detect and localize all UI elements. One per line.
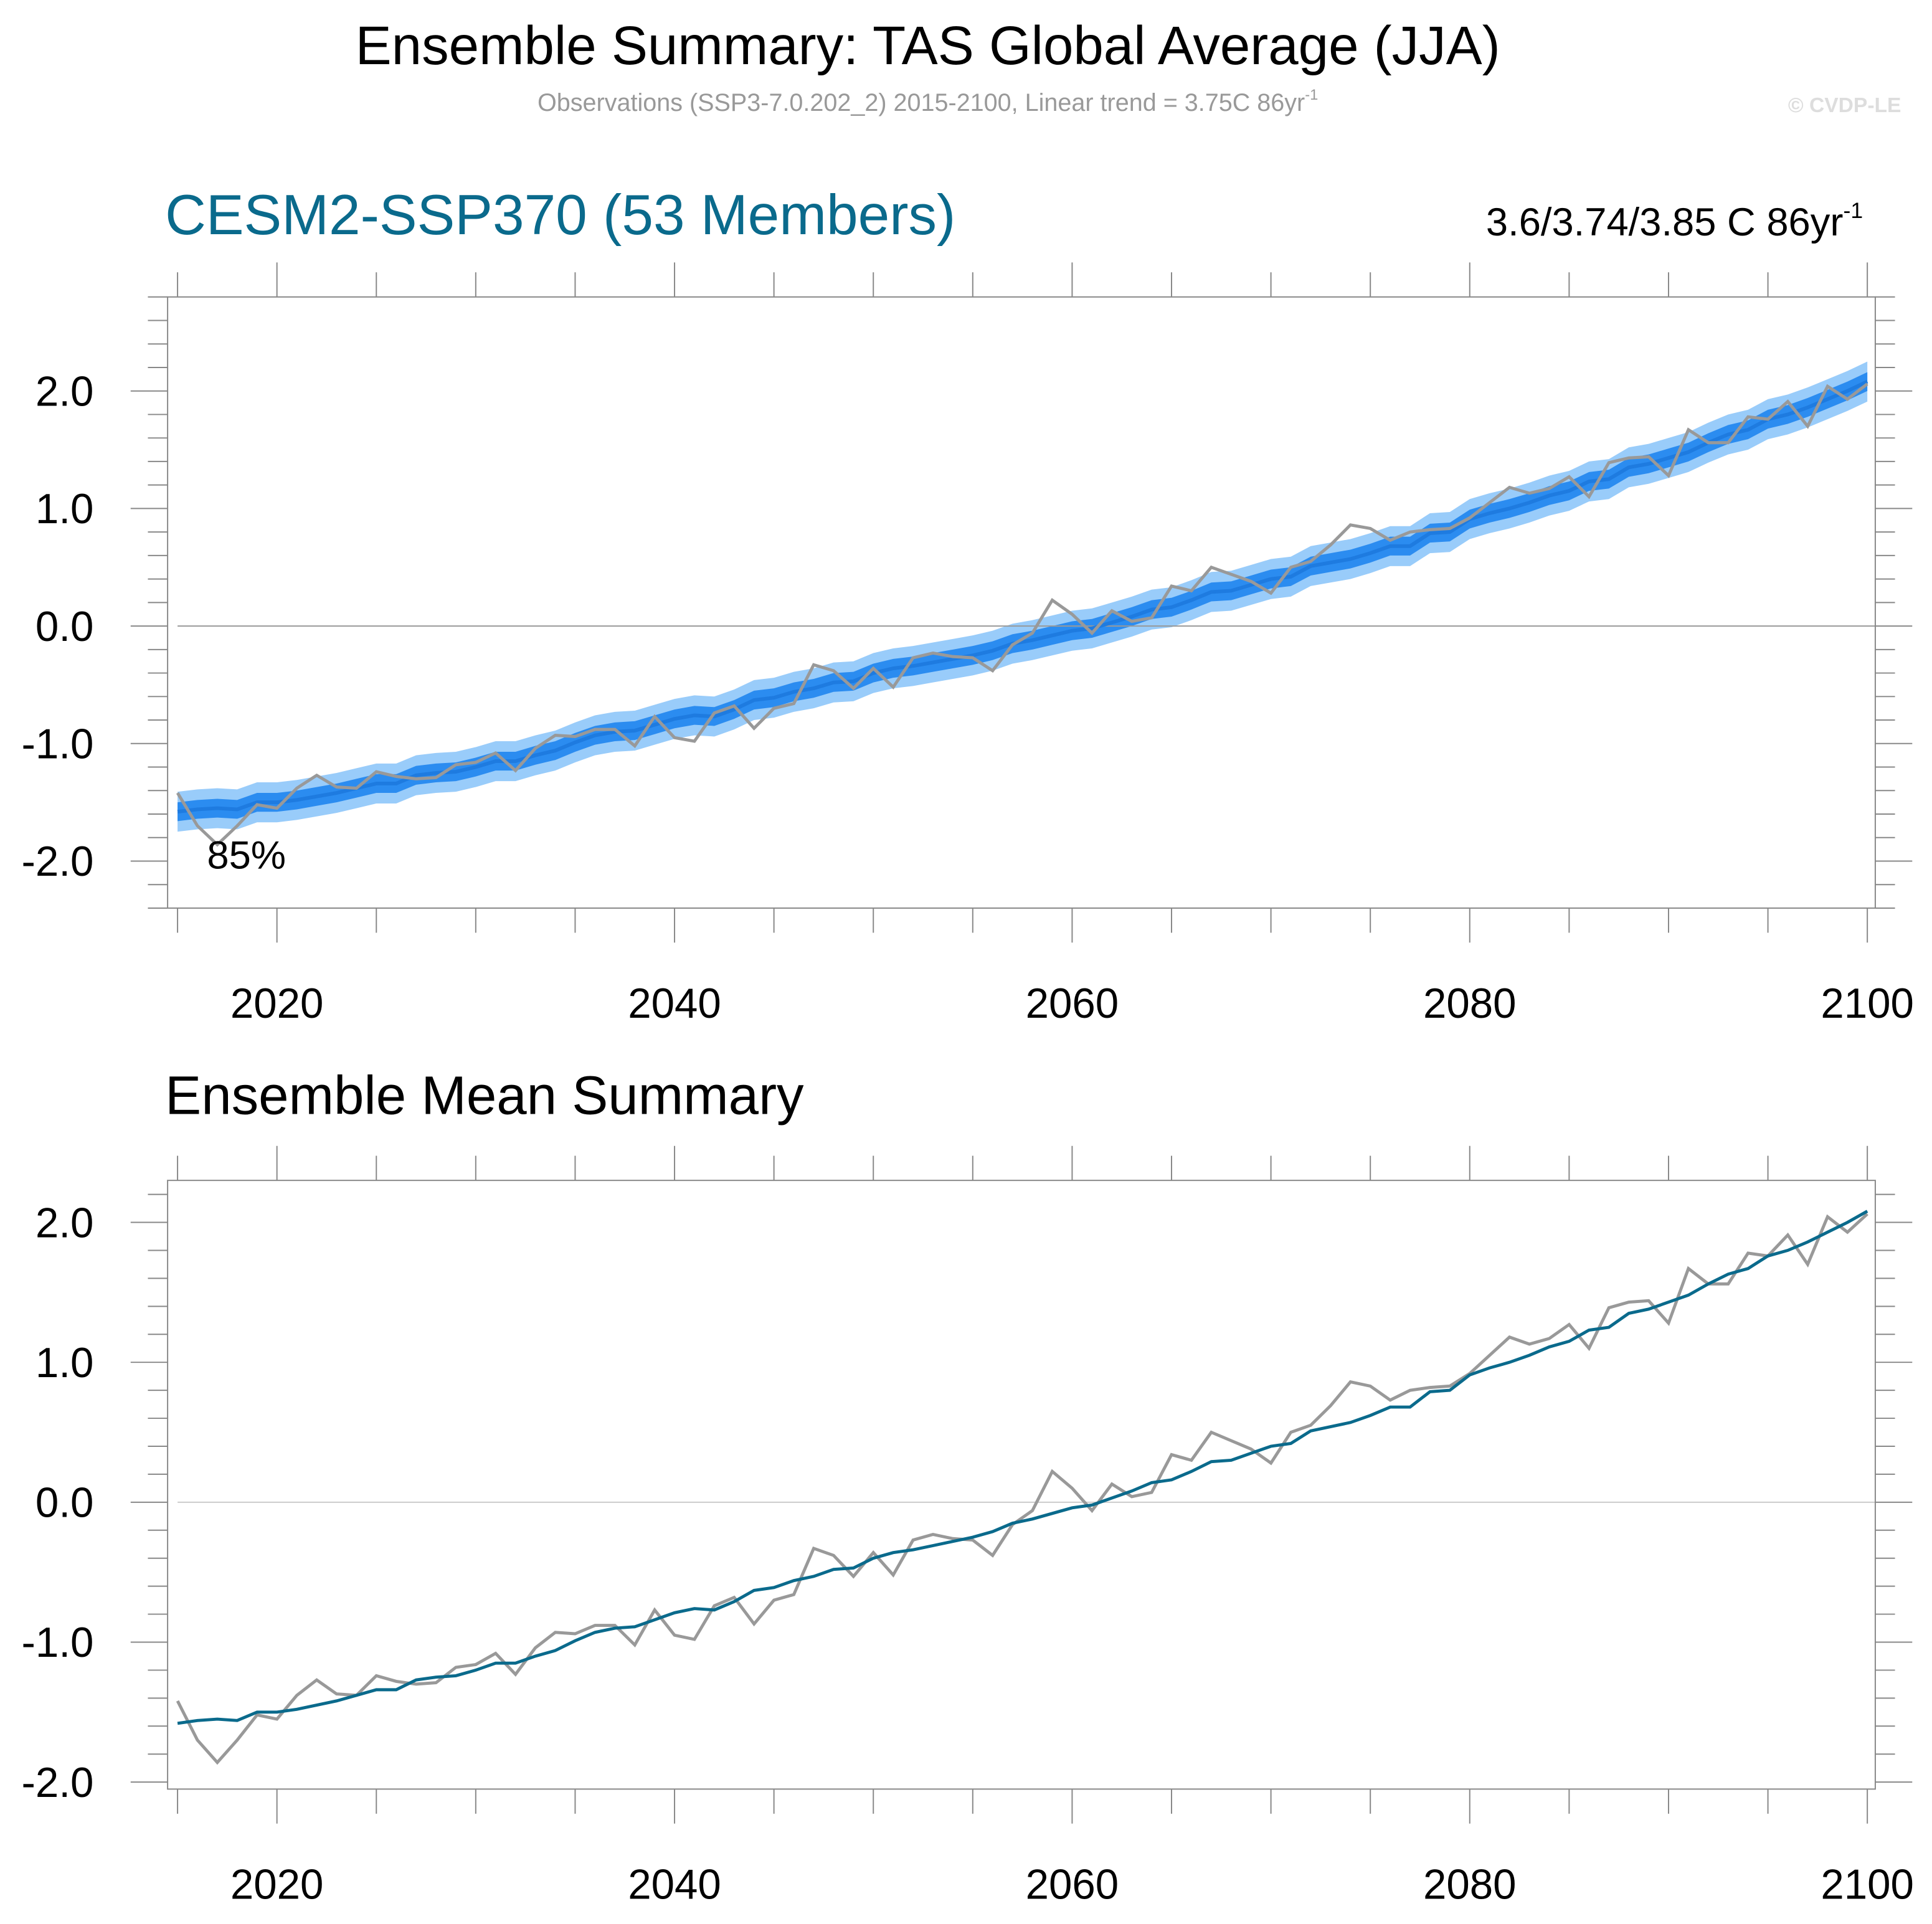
y-tick-label: 2.0	[36, 1200, 93, 1246]
panel-title-bottom: Ensemble Mean Summary	[165, 1065, 804, 1125]
x-tick-label: 2060	[1026, 1861, 1119, 1908]
y-tick-label: 0.0	[36, 604, 93, 650]
percent-annotation: 85%	[207, 834, 286, 878]
panel-title-top: CESM2-SSP370 (53 Members)	[165, 184, 955, 247]
plot-frame	[167, 1180, 1876, 1790]
trend-label-sup: -1	[1843, 198, 1863, 223]
ensemble-mean-line	[177, 379, 1868, 814]
trend-label-text: 3.6/3.74/3.85 C 86yr	[1486, 201, 1844, 244]
subtitle-sup: -1	[1305, 87, 1318, 103]
y-tick-label: 1.0	[36, 486, 93, 533]
y-tick-label: 1.0	[36, 1340, 93, 1386]
x-tick-label: 2100	[1821, 980, 1914, 1027]
observations-line	[176, 382, 1868, 847]
x-tick-label: 2040	[628, 1861, 721, 1908]
outer-spread-band	[178, 361, 1868, 832]
x-tick-label: 2020	[230, 1861, 324, 1908]
x-tick-label: 2100	[1821, 1861, 1914, 1908]
subtitle-text: Observations (SSP3-7.0.202_2) 2015-2100,…	[537, 89, 1305, 116]
x-tick-label: 2020	[230, 980, 324, 1027]
ensemble-summary-plot: 2020 2040 2060 2080 2100 2.0 1.0 0.0 -1.0 -2.0	[22, 262, 1914, 1027]
y-tick-label: -1.0	[22, 721, 94, 768]
y-tick-label: 0.0	[36, 1480, 93, 1527]
observations-line	[176, 1213, 1868, 1765]
x-tick-label: 2060	[1026, 980, 1119, 1027]
watermark: © CVDP-LE	[1788, 94, 1901, 117]
ensemble-mean-line	[177, 1210, 1868, 1725]
subtitle: Observations (SSP3-7.0.202_2) 2015-2100,…	[537, 87, 1318, 116]
y-tick-label: -1.0	[22, 1619, 94, 1666]
plot-frame	[167, 296, 1876, 909]
y-tick-label: -2.0	[22, 1760, 94, 1806]
y-tick-label: -2.0	[22, 838, 94, 885]
ensemble-mean-plot: 2020 2040 2060 2080 2100 2.0 1.0 0.0 -1.0 -2.0	[22, 1145, 1914, 1908]
x-tick-label: 2040	[628, 980, 721, 1027]
x-tick-label: 2080	[1423, 980, 1517, 1027]
trend-label: 3.6/3.74/3.85 C 86yr-1	[1486, 198, 1863, 244]
main-title: Ensemble Summary: TAS Global Average (JJ…	[356, 16, 1500, 76]
y-tick-label: 2.0	[36, 368, 93, 415]
x-tick-label: 2080	[1423, 1861, 1517, 1908]
